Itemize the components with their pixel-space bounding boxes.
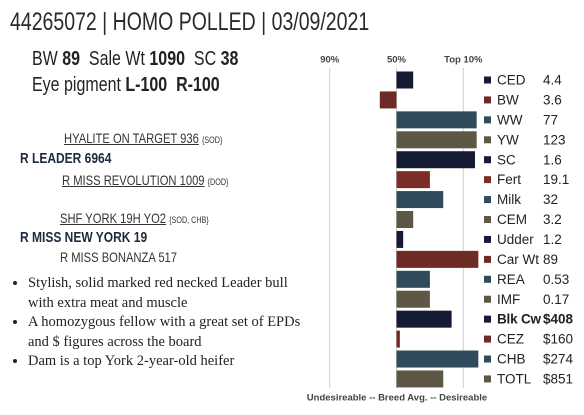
epd-value: 123 <box>543 132 566 147</box>
bar <box>396 250 479 268</box>
epd-value: $160 <box>543 332 573 347</box>
trait-label: SC <box>497 152 516 167</box>
stat-value: 89 <box>62 48 81 70</box>
bar <box>396 290 430 308</box>
bar <box>396 370 444 388</box>
epd-value: 0.53 <box>543 272 569 287</box>
legend-swatch <box>484 235 491 243</box>
legend-swatch <box>484 76 491 84</box>
epd-value: 1.6 <box>543 152 562 167</box>
pedigree-name: R MISS REVOLUTION 1009 <box>62 172 205 188</box>
trait-label: CEZ <box>497 332 524 347</box>
x-tick-label: 50% <box>387 55 407 66</box>
pedigree-note: {SOD} <box>201 135 223 145</box>
stat-value: 1090 <box>149 48 185 70</box>
pedigree-entry: HYALITE ON TARGET 936 {SOD} <box>64 130 222 146</box>
bullet: Stylish, solid marked red necked Leader … <box>28 274 313 313</box>
bar <box>396 191 444 209</box>
epd-value: 0.17 <box>543 292 569 307</box>
bar <box>396 171 430 189</box>
title: 44265072 | HOMO POLLED | 03/09/2021 <box>10 8 370 36</box>
trait-label: Fert <box>497 172 521 187</box>
stats-line: Eye pigment L-100 R-100 <box>32 74 220 97</box>
stat-label: SC <box>193 48 217 70</box>
epd-value: 32 <box>543 192 558 207</box>
legend-swatch <box>484 295 491 303</box>
bar <box>396 71 414 89</box>
bar <box>396 131 477 149</box>
legend-swatch <box>484 156 491 164</box>
legend-swatch <box>484 216 491 224</box>
bar <box>396 111 477 129</box>
pedigree-name: R MISS BONANZA 517 <box>60 249 178 265</box>
legend-swatch <box>484 116 491 124</box>
bar <box>396 151 475 169</box>
stat-label: BW <box>32 48 58 70</box>
trait-label: CHB <box>497 352 526 367</box>
epd-value: 77 <box>543 112 558 127</box>
bar <box>396 230 404 248</box>
pedigree-name: HYALITE ON TARGET 936 <box>64 130 199 146</box>
trait-label: TOTL <box>497 372 532 387</box>
x-tick-label: Top 10% <box>444 55 483 66</box>
stats-line: BW 89 Sale Wt 1090 SC 38 <box>32 48 238 71</box>
pedigree-name: R LEADER 6964 <box>20 150 112 167</box>
bullet: Dam is a top York 2-year-old heifer <box>28 352 313 372</box>
legend-swatch <box>484 196 491 204</box>
legend-swatch <box>484 96 491 104</box>
epd-value: 89 <box>543 252 558 267</box>
epd-value: $851 <box>543 372 573 387</box>
bar <box>396 350 479 368</box>
pedigree-entry: R MISS REVOLUTION 1009 {DOD} <box>62 172 228 188</box>
trait-label: Milk <box>497 192 521 207</box>
stat-value: 38 <box>220 48 239 70</box>
legend-swatch <box>484 315 491 323</box>
pedigree-note: {DOD} <box>207 177 229 187</box>
trait-label: IMF <box>497 292 520 307</box>
trait-label: BW <box>497 92 519 107</box>
trait-label: Udder <box>497 232 534 247</box>
trait-label: CEM <box>497 212 527 227</box>
stat-label: Eye pigment <box>32 74 121 96</box>
legend-swatch <box>484 275 491 283</box>
bar <box>396 330 400 348</box>
legend-swatch <box>484 176 491 184</box>
pedigree-note: {SOD, CHB} <box>169 215 209 225</box>
trait-label: YW <box>497 132 519 147</box>
stat-value: R-100 <box>176 74 220 96</box>
legend-swatch <box>484 335 491 343</box>
x-tick-label: 90% <box>320 55 340 66</box>
trait-label: Car Wt <box>497 252 539 267</box>
bar <box>396 270 430 288</box>
bullet-list: Stylish, solid marked red necked Leader … <box>8 274 313 372</box>
pedigree-entry: SHF YORK 19H YO2 {SOD, CHB} <box>60 210 209 226</box>
bar <box>396 310 452 328</box>
legend-swatch <box>484 355 491 363</box>
epd-value: 3.6 <box>543 92 562 107</box>
trait-label: WW <box>497 112 523 127</box>
legend-swatch <box>484 375 491 383</box>
trait-label: REA <box>497 272 525 287</box>
x-axis-label: Undesireable -- Breed Avg. -- Desireable <box>307 393 487 404</box>
stat-label: Sale Wt <box>88 48 145 70</box>
pedigree-name: SHF YORK 19H YO2 <box>60 210 167 226</box>
pedigree-name: R MISS NEW YORK 19 <box>20 229 148 246</box>
bullet: A homozygous fellow with a great set of … <box>28 313 313 352</box>
epd-value: 19.1 <box>543 172 569 187</box>
legend-swatch <box>484 136 491 144</box>
bar <box>396 211 414 229</box>
bar <box>379 91 397 109</box>
stat-value: L-100 <box>125 74 168 96</box>
epd-value: $408 <box>543 312 574 327</box>
legend-swatch <box>484 255 491 263</box>
trait-label: CED <box>497 73 526 88</box>
epd-value: $274 <box>543 352 574 367</box>
epd-value: 3.2 <box>543 212 562 227</box>
epd-value: 4.4 <box>543 73 562 88</box>
epd-value: 1.2 <box>543 232 562 247</box>
trait-label: Blk Cw <box>497 312 541 327</box>
